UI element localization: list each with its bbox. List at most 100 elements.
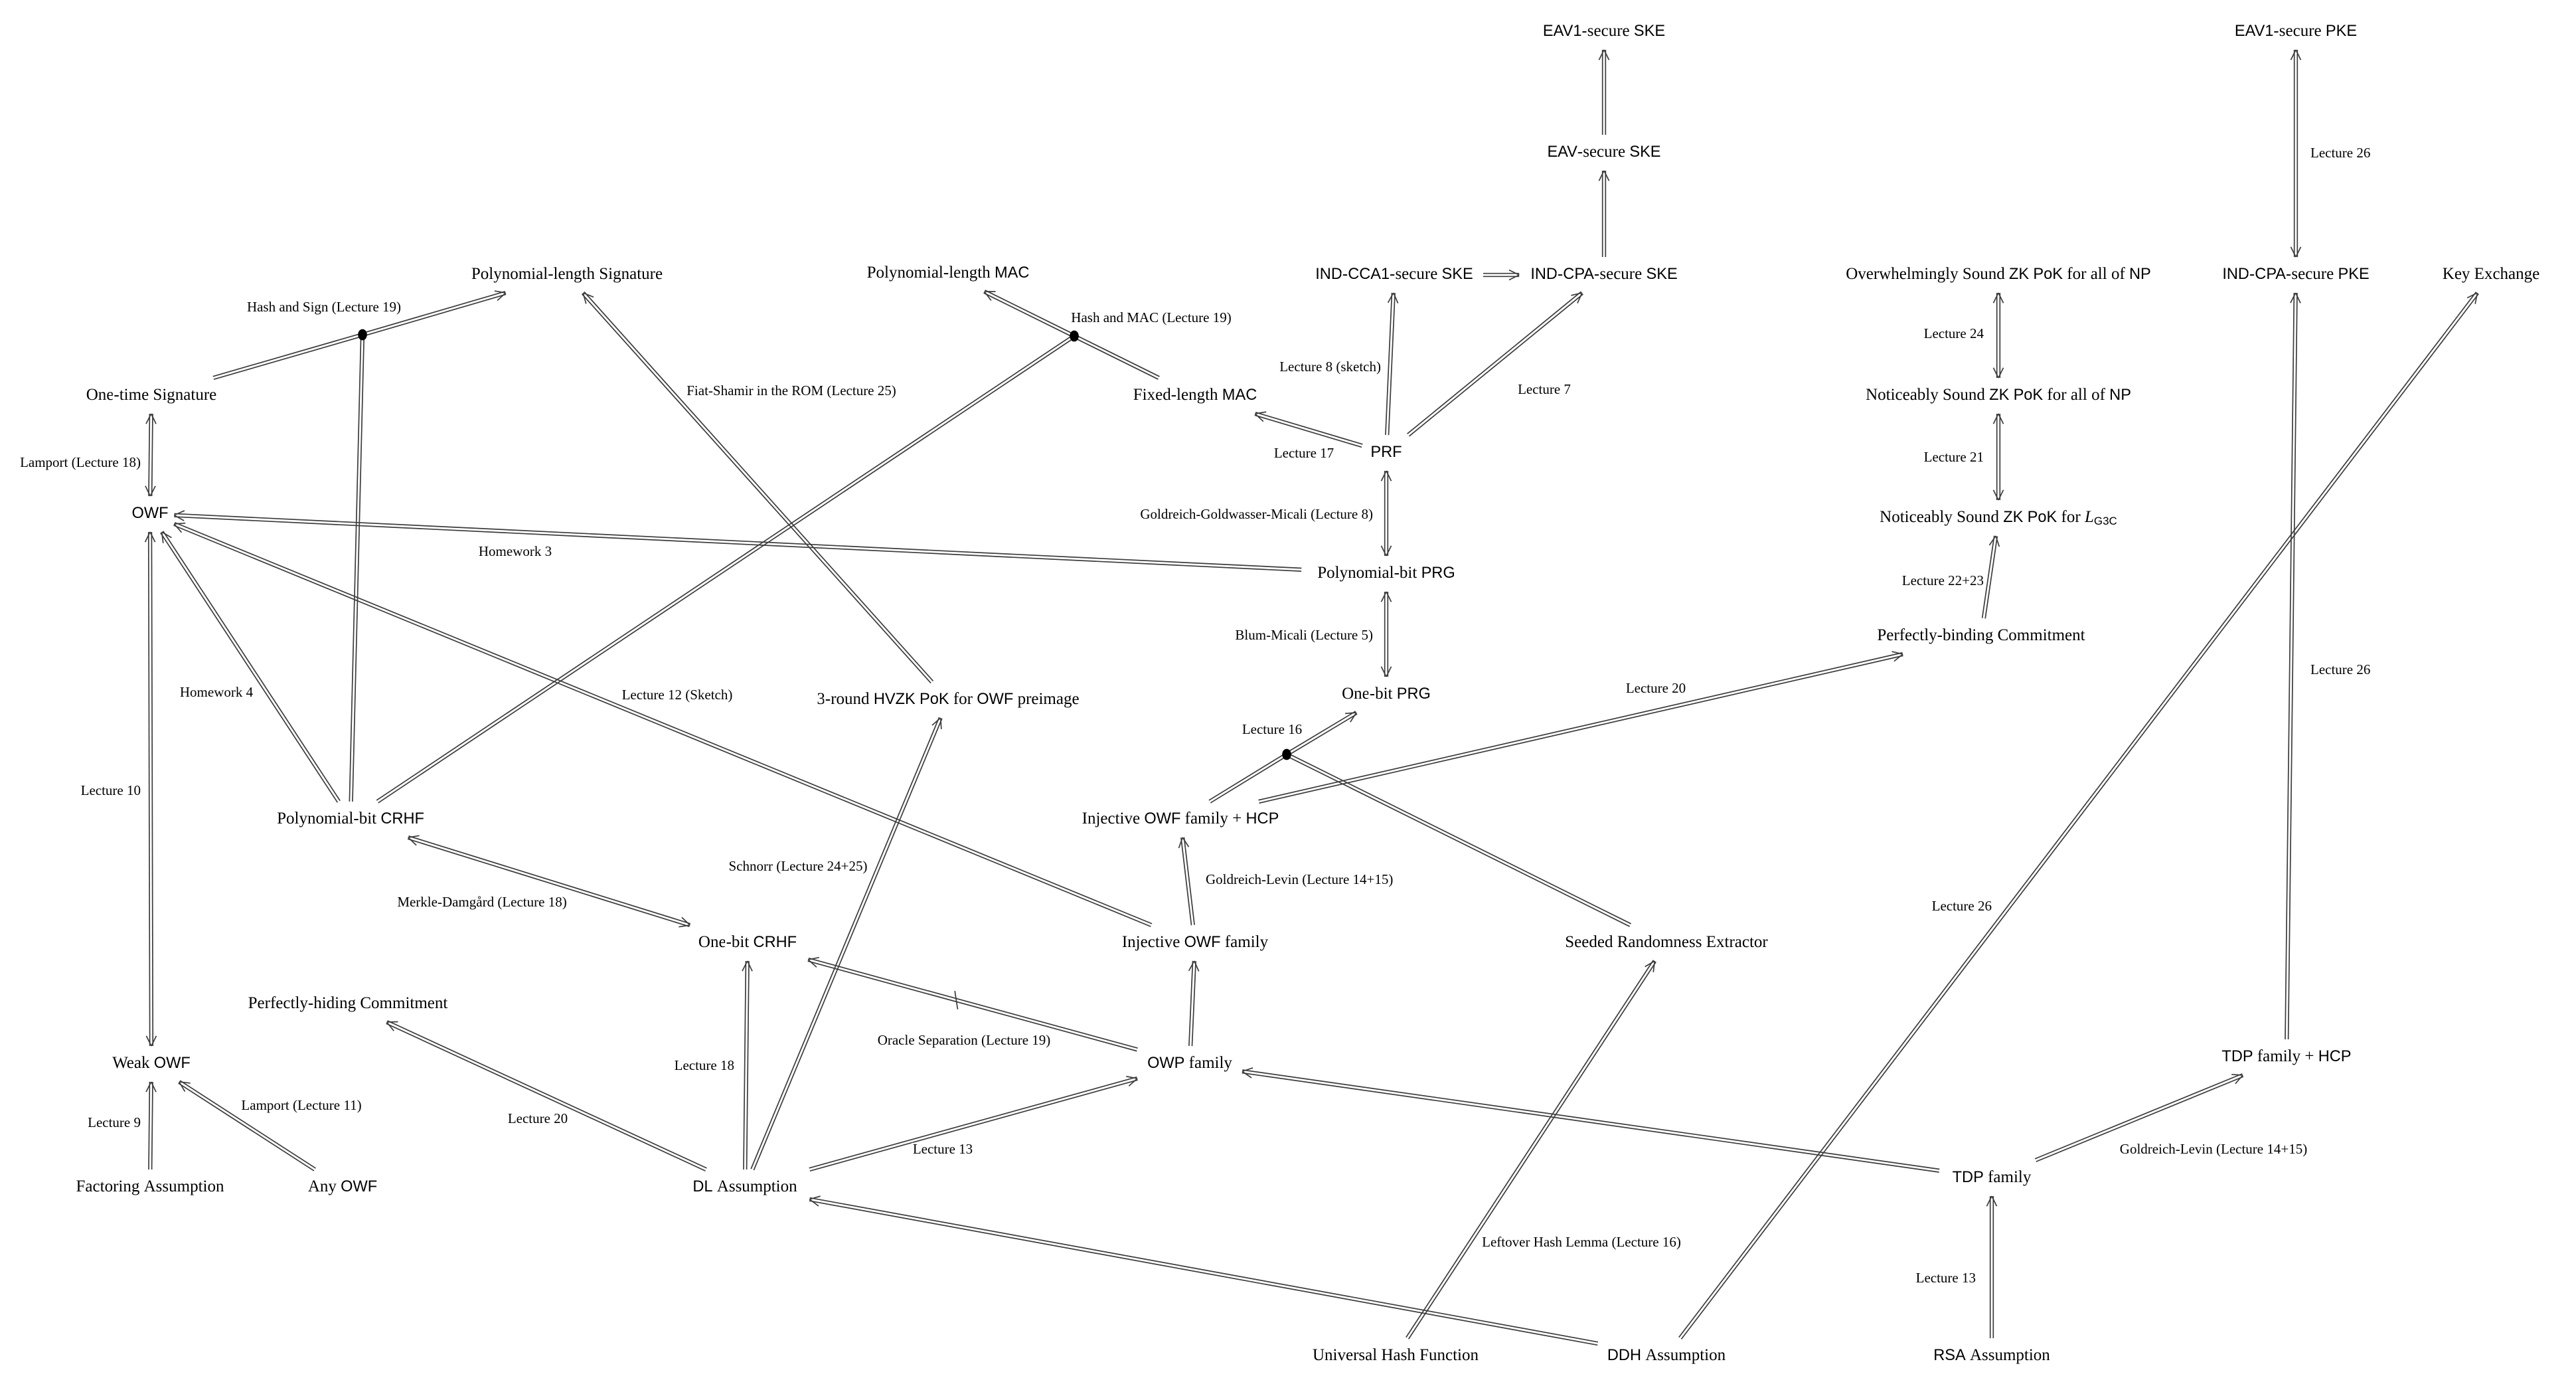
edge-label: Lecture 20 — [508, 1110, 568, 1126]
arrow-shaft — [174, 516, 1302, 572]
arrow-shaft — [1242, 1069, 1940, 1170]
arrowhead — [1387, 292, 1394, 304]
edge-label: Lecture 24 — [1924, 325, 1984, 341]
node-nzknp: Noticeably Sound ZK PoK for all of NP — [1866, 386, 2131, 404]
edge-label: Lecture 22+23 — [1902, 572, 1984, 588]
arrow-shaft — [1287, 752, 1632, 924]
arrowhead — [1386, 591, 1392, 602]
arrowhead — [1992, 489, 1999, 501]
arrowhead — [2295, 49, 2302, 60]
arrowhead — [1380, 666, 1387, 677]
edge-label: Lecture 26 — [2310, 145, 2370, 161]
edge-uhf-extractor — [1406, 960, 1656, 1340]
node-rsa: RSA Assumption — [1933, 1346, 2050, 1365]
arrowhead — [679, 924, 690, 928]
edge-polyprg-owf — [173, 510, 1302, 572]
arrow-shaft — [174, 513, 1302, 569]
arrow-shaft — [1984, 536, 1998, 619]
arrow-shaft — [160, 532, 339, 803]
arrowhead — [1998, 413, 2004, 424]
edge-rsa-tdp — [1986, 1195, 1998, 1338]
arrowhead — [2294, 292, 2301, 304]
node-eav1ske: EAV1-secure SKE — [1543, 22, 1665, 41]
arrowhead — [144, 531, 151, 543]
arrowhead — [1350, 712, 1357, 723]
node-owf: OWF — [131, 505, 168, 522]
arrowhead — [1992, 367, 1999, 379]
arrowhead — [1991, 1195, 1998, 1207]
edge-owp-injowf — [1188, 960, 1200, 1047]
arrow-shaft — [809, 1076, 1137, 1169]
edge-label: Homework 3 — [479, 543, 552, 559]
arrow-shaft — [808, 957, 1138, 1049]
arrow-shaft — [349, 334, 362, 802]
arrow-shaft — [162, 531, 341, 802]
arrow-shaft — [2287, 293, 2298, 1040]
arrow-shaft — [151, 1082, 153, 1170]
arrowhead — [1254, 413, 1264, 422]
edge-polycrhf-hsdot — [349, 334, 365, 802]
node-anyowf: Any OWF — [308, 1177, 377, 1196]
arrow-shaft — [376, 334, 1074, 801]
node-oneprg: One-bit PRG — [1342, 685, 1431, 703]
arrowhead — [2290, 49, 2296, 60]
arrowhead — [746, 960, 753, 972]
arrow-shaft — [743, 960, 747, 1170]
edge-label: Goldreich-Levin (Lecture 14+15) — [1206, 871, 1393, 887]
edge-anyowf-weakowf — [178, 1080, 316, 1172]
edge-indcca1ske-indcpaske — [1483, 269, 1520, 281]
arrowhead — [2295, 246, 2302, 258]
edge-injowfhcp-l16dot — [1208, 752, 1288, 804]
edge-polyprg-prf — [1380, 470, 1392, 557]
edge-dl-hvzk — [750, 717, 943, 1171]
arrowhead — [1992, 292, 1999, 304]
edge-polycrhf-hmdot — [376, 334, 1076, 804]
edge-onecrhf-polycrhf — [407, 835, 691, 928]
arrow-shaft — [1208, 752, 1287, 801]
edge-indcpaske-eavske — [1598, 170, 1610, 257]
arrow-shaft — [1406, 960, 1654, 1338]
arrow-shaft — [1287, 713, 1358, 756]
edge-label: Lecture 12 (Sketch) — [622, 687, 733, 703]
arrowhead — [681, 916, 690, 926]
arrow-shaft — [2036, 1076, 2244, 1162]
arrowhead — [1508, 274, 1520, 281]
arrow-shaft — [2285, 292, 2295, 1039]
edge-label: Lamport (Lecture 11) — [241, 1097, 361, 1113]
edge-label: Lecture 26 — [2310, 661, 2370, 677]
edge-label: Schnorr (Lecture 24+25) — [729, 858, 868, 874]
arrow-shaft — [1188, 960, 1194, 1046]
arrowhead — [582, 292, 587, 304]
node-pbcommit: Perfectly-binding Commitment — [1877, 626, 2085, 644]
arrowhead — [145, 413, 152, 424]
edge-ddh-keyx — [1678, 292, 2479, 1340]
arrow-shaft — [352, 335, 365, 802]
edge-label: Merkle-Damgård (Lecture 18) — [397, 894, 566, 910]
arrow-shaft — [362, 294, 507, 337]
node-extractor: Seeded Randomness Extractor — [1565, 933, 1768, 951]
node-hvzk: 3-round HVZK PoK for OWF preimage — [817, 690, 1079, 709]
arrow-shaft — [1191, 961, 1196, 1047]
edge-dl-onecrhf — [742, 960, 753, 1170]
arrowhead — [1652, 960, 1656, 972]
arrowhead — [1992, 413, 1999, 424]
node-ots: One-time Signature — [86, 386, 217, 404]
arrowhead — [151, 1035, 157, 1047]
edge-weakowf-owf — [144, 531, 157, 1047]
arrowhead — [809, 1195, 821, 1200]
node-injowf: Injective OWF family — [1122, 933, 1269, 952]
arrow-shaft — [1408, 294, 1583, 437]
arrow-shaft — [1388, 293, 1396, 436]
arrow-shaft — [807, 960, 1137, 1052]
node-indcpapke: IND-CPA-secure PKE — [2222, 265, 2369, 284]
node-polysig: Polynomial-length Signature — [471, 265, 663, 283]
node-polymac: Polynomial-length MAC — [867, 264, 1030, 282]
arrow-shaft — [378, 337, 1076, 804]
edge-prf-indcpaske — [1407, 291, 1583, 437]
arrowhead — [408, 837, 417, 846]
arrow-shaft — [983, 292, 1074, 338]
edges: Lecture 8 (sketch) Lecture 7 Lecture 17 Gol… — [19, 49, 2479, 1346]
edge-hvzk-polysig — [581, 291, 934, 684]
arrow-shaft — [1407, 291, 1582, 434]
